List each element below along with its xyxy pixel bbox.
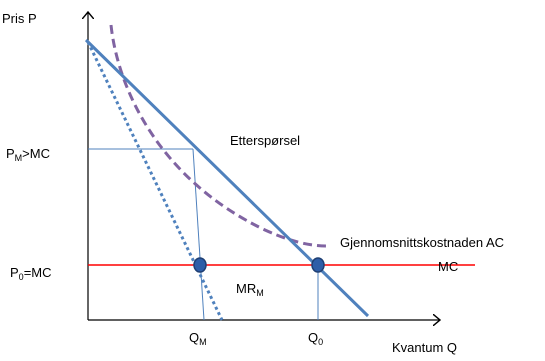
mc-label: MC — [438, 259, 458, 274]
y-axis-label: Pris P — [2, 11, 37, 26]
monopoly-point — [193, 257, 207, 273]
qm-guide-vertical — [192, 148, 205, 321]
mr-line — [86, 41, 224, 321]
p0-label: P0=MC — [10, 265, 52, 282]
qm-label: QM — [189, 330, 207, 347]
x-axis-label: Kvantum Q — [392, 340, 457, 355]
competitive-point — [311, 257, 325, 273]
mr-label: MRM — [236, 281, 264, 298]
q0-label: Q0 — [308, 330, 323, 347]
demand-label: Etterspørsel — [230, 133, 300, 148]
pm-label: PM>MC — [6, 146, 50, 163]
ac-label: Gjennomsnittskostnaden AC — [340, 235, 504, 250]
demand-line — [84, 38, 370, 318]
